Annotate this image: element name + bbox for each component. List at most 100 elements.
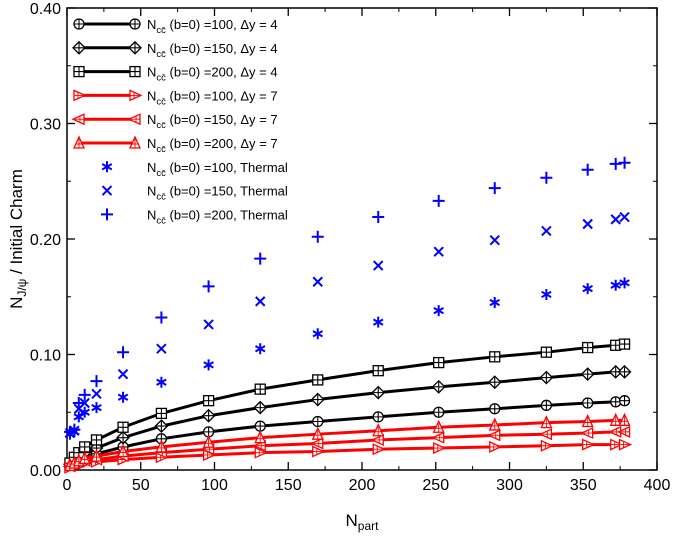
data-point xyxy=(202,426,215,438)
y-tick-label: 0.20 xyxy=(30,232,61,249)
data-point xyxy=(311,426,324,440)
marker-cross xyxy=(433,407,444,418)
marker-shape xyxy=(312,328,324,340)
marker-cross xyxy=(130,92,139,99)
legend-marker xyxy=(73,89,87,102)
data-point xyxy=(487,429,501,442)
marker-cross xyxy=(620,428,630,435)
legend-label-main: N xyxy=(147,88,156,103)
data-point xyxy=(312,374,324,386)
marker-cross xyxy=(132,139,138,148)
data-point xyxy=(580,367,595,382)
marker-cross xyxy=(433,381,444,392)
data-point xyxy=(433,305,444,317)
marker-cross xyxy=(583,430,593,437)
marker-shape xyxy=(254,252,267,265)
marker-cross xyxy=(433,357,444,368)
marker-cross xyxy=(612,416,619,426)
marker-cross xyxy=(313,440,323,447)
data-point xyxy=(609,412,622,426)
data-point xyxy=(254,420,266,432)
data-point xyxy=(431,431,445,444)
marker-cross xyxy=(255,421,266,432)
marker-shape xyxy=(101,208,113,221)
legend: Ncc̄ (b=0) =100, Δy = 4 Ncc̄ (b=0) =150, … xyxy=(71,17,288,226)
data-point xyxy=(432,419,445,433)
data-point xyxy=(254,383,266,395)
x-tick-label: 400 xyxy=(644,477,671,494)
marker-cross xyxy=(314,430,321,440)
legend-label: Ncc̄ (b=0) =200, Δy = 7 xyxy=(147,136,278,155)
data-point xyxy=(433,356,445,369)
marker-shape xyxy=(582,218,593,230)
data-point xyxy=(618,395,631,407)
legend-marker xyxy=(101,185,113,196)
marker-cross xyxy=(541,400,552,411)
legend-label-rest: (b=0) =100, Δy = 7 xyxy=(166,88,278,103)
marker-shape xyxy=(117,346,130,359)
series-8 xyxy=(64,211,630,439)
data-point xyxy=(372,443,386,456)
marker-cross xyxy=(255,384,266,395)
marker-cross xyxy=(91,434,102,445)
y-tick-label: 0.00 xyxy=(30,463,61,480)
series-6 xyxy=(63,412,631,472)
legend-label-sub: cc̄ xyxy=(156,215,166,226)
marker-shape xyxy=(610,279,621,291)
legend-label-main: N xyxy=(147,136,156,151)
marker-cross xyxy=(541,372,552,383)
legend-label-main: N xyxy=(147,65,156,80)
data-point xyxy=(310,437,324,450)
marker-cross xyxy=(312,394,323,405)
data-point xyxy=(73,411,85,423)
legend-label-main: N xyxy=(147,184,156,199)
marker-cross xyxy=(130,19,140,29)
marker-shape xyxy=(489,297,501,309)
legend-label-rest: (b=0) =150, Δy = 4 xyxy=(166,41,278,56)
legend-label-main: N xyxy=(147,112,156,127)
marker-cross xyxy=(205,438,212,448)
x-tick-label: 0 xyxy=(63,477,72,494)
data-point xyxy=(117,346,130,359)
data-point xyxy=(618,338,631,350)
data-point xyxy=(540,415,553,429)
marker-shape xyxy=(255,296,266,307)
data-point xyxy=(155,433,168,445)
marker-cross xyxy=(541,347,552,358)
data-point xyxy=(117,368,129,380)
y-tick-label: 0.10 xyxy=(30,348,61,365)
legend-marker xyxy=(128,135,142,149)
marker-cross xyxy=(257,433,264,443)
legend-label: Ncc̄ (b=0) =100, Δy = 4 xyxy=(147,17,278,36)
data-point xyxy=(541,288,552,300)
data-point xyxy=(254,446,268,459)
marker-cross xyxy=(255,402,266,413)
data-point xyxy=(582,438,596,451)
legend-label: Ncc̄ (b=0) =150, Thermal xyxy=(147,184,288,203)
data-point xyxy=(489,297,501,309)
marker-shape xyxy=(117,391,129,403)
data-point xyxy=(203,319,214,330)
marker-shape xyxy=(582,283,593,295)
marker-shape xyxy=(540,171,553,184)
marker-shape xyxy=(202,280,215,293)
marker-cross xyxy=(582,398,593,409)
data-point xyxy=(372,365,384,377)
marker-shape xyxy=(68,423,81,436)
data-point xyxy=(79,441,91,453)
marker-cross xyxy=(491,420,498,430)
legend-label-rest: (b=0) =150, Thermal xyxy=(166,184,288,199)
marker-cross xyxy=(75,116,84,123)
marker-shape xyxy=(312,276,323,287)
marker-cross xyxy=(433,445,443,452)
legend-item: Ncc̄ (b=0) =100, Δy = 7 xyxy=(73,88,278,107)
data-point xyxy=(90,375,103,388)
legend-item: Ncc̄ (b=0) =150, Δy = 7 xyxy=(71,112,278,131)
marker-shape xyxy=(203,319,214,330)
marker-shape xyxy=(78,388,91,401)
marker-shape xyxy=(619,211,630,223)
data-point xyxy=(489,351,501,363)
data-point xyxy=(489,234,500,246)
data-point xyxy=(202,434,215,448)
data-point xyxy=(539,370,554,385)
